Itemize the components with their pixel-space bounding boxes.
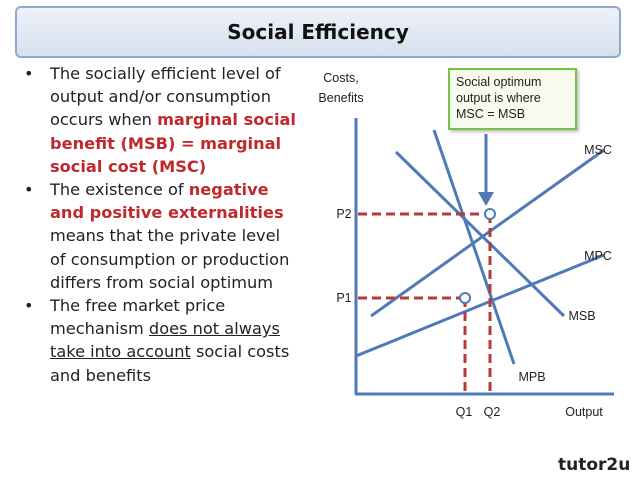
bullet-list: • The socially efficient level of output … xyxy=(24,62,296,387)
p2-label: P2 xyxy=(336,207,351,221)
callout-line-1: Social optimum xyxy=(456,75,542,89)
bullet-dot-icon: • xyxy=(24,180,34,200)
x-axis-label: Output xyxy=(565,405,603,419)
bullet-dot-icon: • xyxy=(24,64,34,83)
bullet-text: social costs and benefits xyxy=(50,342,290,385)
tutor2u-logo: tutor2u xyxy=(558,455,631,475)
bullet-item: • The existence of negative and positive … xyxy=(24,178,296,294)
bullet-text: marginal social benefit (MSB) = marginal… xyxy=(50,110,296,176)
mpc-curve xyxy=(355,253,605,358)
mpc-label: MPC xyxy=(584,249,612,263)
title-banner: Social Efficiency xyxy=(15,6,621,58)
social-optimum-callout: Social optimum output is where MSC = MSB xyxy=(448,68,577,130)
y-axis-label-line1: Costs, xyxy=(323,71,358,85)
bullet-text: does not always take into account xyxy=(50,319,280,362)
q2-label: Q2 xyxy=(484,405,501,419)
bullet-dot-icon: • xyxy=(24,296,34,316)
bullet-text: The socially efficient level of output a… xyxy=(50,64,281,130)
page-title: Social Efficiency xyxy=(227,20,409,44)
bullet-text: The existence of xyxy=(50,180,189,200)
bullet-text: The free market price mechanism xyxy=(50,296,226,339)
private-equilibrium-point xyxy=(459,292,471,304)
mpb-label: MPB xyxy=(518,370,545,384)
msc-curve xyxy=(370,148,605,318)
social-optimum-point xyxy=(484,208,496,220)
callout-arrow-head xyxy=(478,192,494,206)
callout-line-3: MSC = MSB xyxy=(456,107,526,121)
economics-diagram: Costs, Benefits Output MSC MPC MSB MPB P… xyxy=(318,71,614,419)
bullet-text: negative and positive externalities xyxy=(50,180,284,223)
bullet-item: • The free market price mechanism does no… xyxy=(24,294,296,387)
msc-label: MSC xyxy=(584,143,612,157)
bullet-item: • The socially efficient level of output … xyxy=(24,62,296,178)
msb-label: MSB xyxy=(568,309,595,323)
callout-line-2: output is where xyxy=(456,91,541,105)
msb-curve xyxy=(394,150,566,318)
y-axis-label-line2: Benefits xyxy=(318,91,363,105)
mpb-curve xyxy=(432,129,516,365)
p1-label: P1 xyxy=(336,291,351,305)
q1-label: Q1 xyxy=(456,405,473,419)
bullet-text: means that the private level of consumpt… xyxy=(50,226,290,292)
